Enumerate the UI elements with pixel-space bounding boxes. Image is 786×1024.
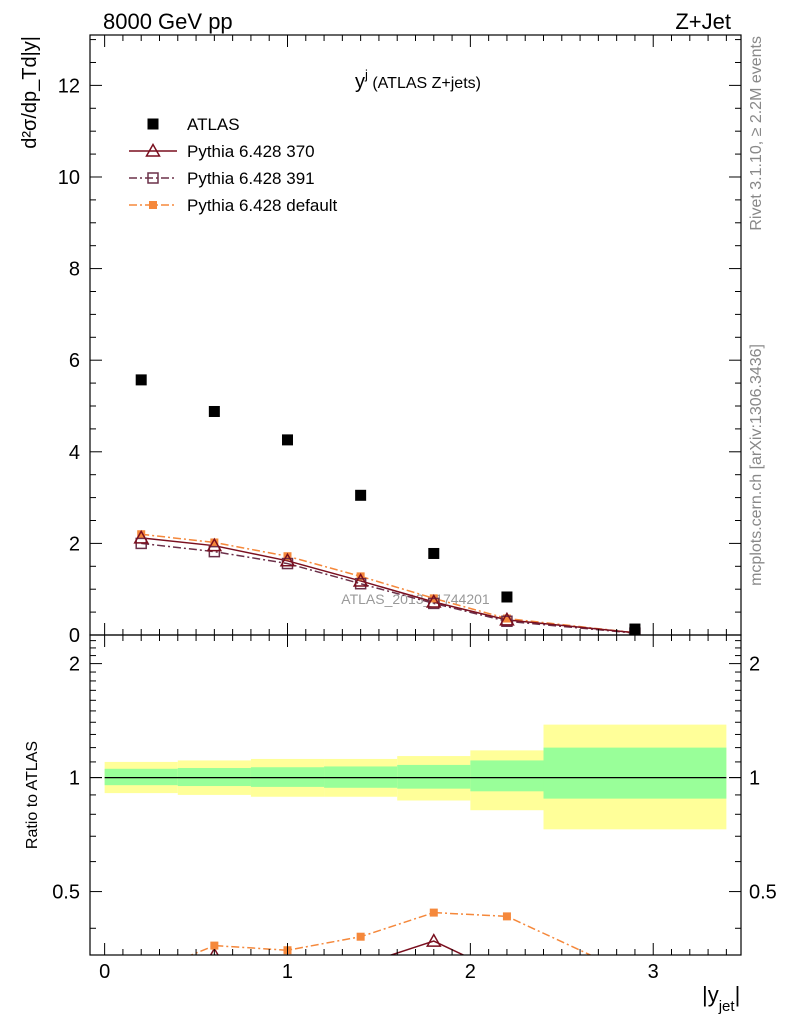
data-point (499, 611, 515, 626)
legend-marker (145, 142, 161, 157)
data-point (501, 591, 513, 603)
band-green (470, 760, 544, 792)
y-tick-label: 6 (69, 350, 80, 372)
ratio-point (502, 912, 511, 921)
x-axis-label-end: | (735, 982, 741, 1007)
data-point (428, 547, 440, 559)
header-right-label: Z+Jet (675, 9, 731, 34)
ratio-line-pythia-6.428-370 (213, 940, 466, 955)
ratio-point (354, 958, 367, 970)
series-line-pythia-6.428-default (141, 533, 636, 634)
ratio-point (356, 932, 365, 941)
x-tick-label: 2 (465, 961, 476, 983)
legend-marker (147, 118, 159, 130)
y-tick-label: 4 (69, 442, 80, 464)
data-point (502, 614, 511, 623)
legend-label: Pythia 6.428 370 (187, 142, 315, 161)
y-axis-label: d²σ/dp_Td|y| (19, 36, 41, 149)
data-point (210, 538, 219, 547)
y-tick-label: 10 (58, 167, 80, 189)
mcplots-label: mcplots.cern.ch [arXiv:1306.3436] (748, 344, 765, 586)
legend-marker (147, 172, 159, 184)
data-point (283, 552, 292, 561)
chart-title-main: y (355, 71, 365, 93)
header-left-label: 8000 GeV pp (103, 9, 233, 34)
chart-title-suffix: (ATLAS Z+jets) (368, 75, 481, 92)
x-axis-label-main: |y (702, 982, 719, 1007)
data-point (206, 537, 223, 552)
chart-title: yj (ATLAS Z+jets) (355, 67, 481, 93)
ratio-point (210, 941, 219, 950)
legend-label: ATLAS (187, 115, 240, 134)
data-point (352, 572, 369, 587)
legend-label: Pythia 6.428 391 (187, 169, 315, 188)
rivet-label: Rivet 3.1.10, ≥ 2.2M events (748, 36, 765, 231)
ratio-y-tick-label-right: 2 (749, 654, 760, 676)
x-axis-label-sub: jet (718, 998, 736, 1015)
y-tick-label: 8 (69, 259, 80, 281)
data-point (137, 530, 146, 539)
legend-marker (149, 201, 157, 209)
x-tick-label: 3 (648, 961, 659, 983)
band-green (104, 768, 178, 786)
ratio-y-axis-label: Ratio to ATLAS (24, 741, 41, 849)
ratio-point (137, 972, 145, 980)
y-tick-label: 12 (58, 75, 80, 97)
ratio-panel: 0.5 0.5 1 1 2 2 0 1 2 3 Ratio to ATLAS |yjet| (24, 634, 777, 1015)
band-green (543, 747, 727, 799)
x-tick-label: 0 (99, 961, 110, 983)
ratio-y-tick-label-right: 1 (749, 768, 760, 790)
data-point (426, 593, 442, 608)
ratio-y-tick-label: 2 (69, 654, 80, 676)
ratio-point (500, 969, 513, 981)
data-point (208, 545, 221, 558)
x-axis-label: |yjet| (702, 982, 740, 1015)
ratio-point (631, 972, 639, 980)
data-point (133, 529, 149, 544)
data-point (279, 552, 296, 567)
data-point (135, 374, 147, 386)
watermark-label: ATLAS_2013_I1744201 (341, 591, 490, 607)
legend-label: Pythia 6.428 default (187, 196, 338, 215)
ratio-point (426, 933, 442, 947)
y-tick-label: 0 (69, 625, 80, 647)
data-point (281, 434, 293, 446)
chart-title-sup: j (364, 67, 368, 82)
ratio-y-tick-label-right: 0.5 (749, 882, 777, 904)
ratio-point (429, 908, 438, 917)
ratio-data-layer (104, 724, 727, 981)
data-point (356, 572, 365, 581)
ratio-y-tick-label: 1 (69, 768, 80, 790)
y-tick-label: 2 (69, 533, 80, 555)
band-green (397, 764, 471, 789)
data-point (208, 405, 220, 417)
main-panel: ATLAS_2013_I1744201 0 2 4 6 8 10 12 yj (ATLAS Z+… (19, 34, 742, 647)
x-tick-label: 1 (282, 961, 293, 983)
ratio-y-tick-label: 0.5 (52, 882, 80, 904)
data-point (355, 489, 367, 501)
ratio-point (209, 946, 219, 955)
